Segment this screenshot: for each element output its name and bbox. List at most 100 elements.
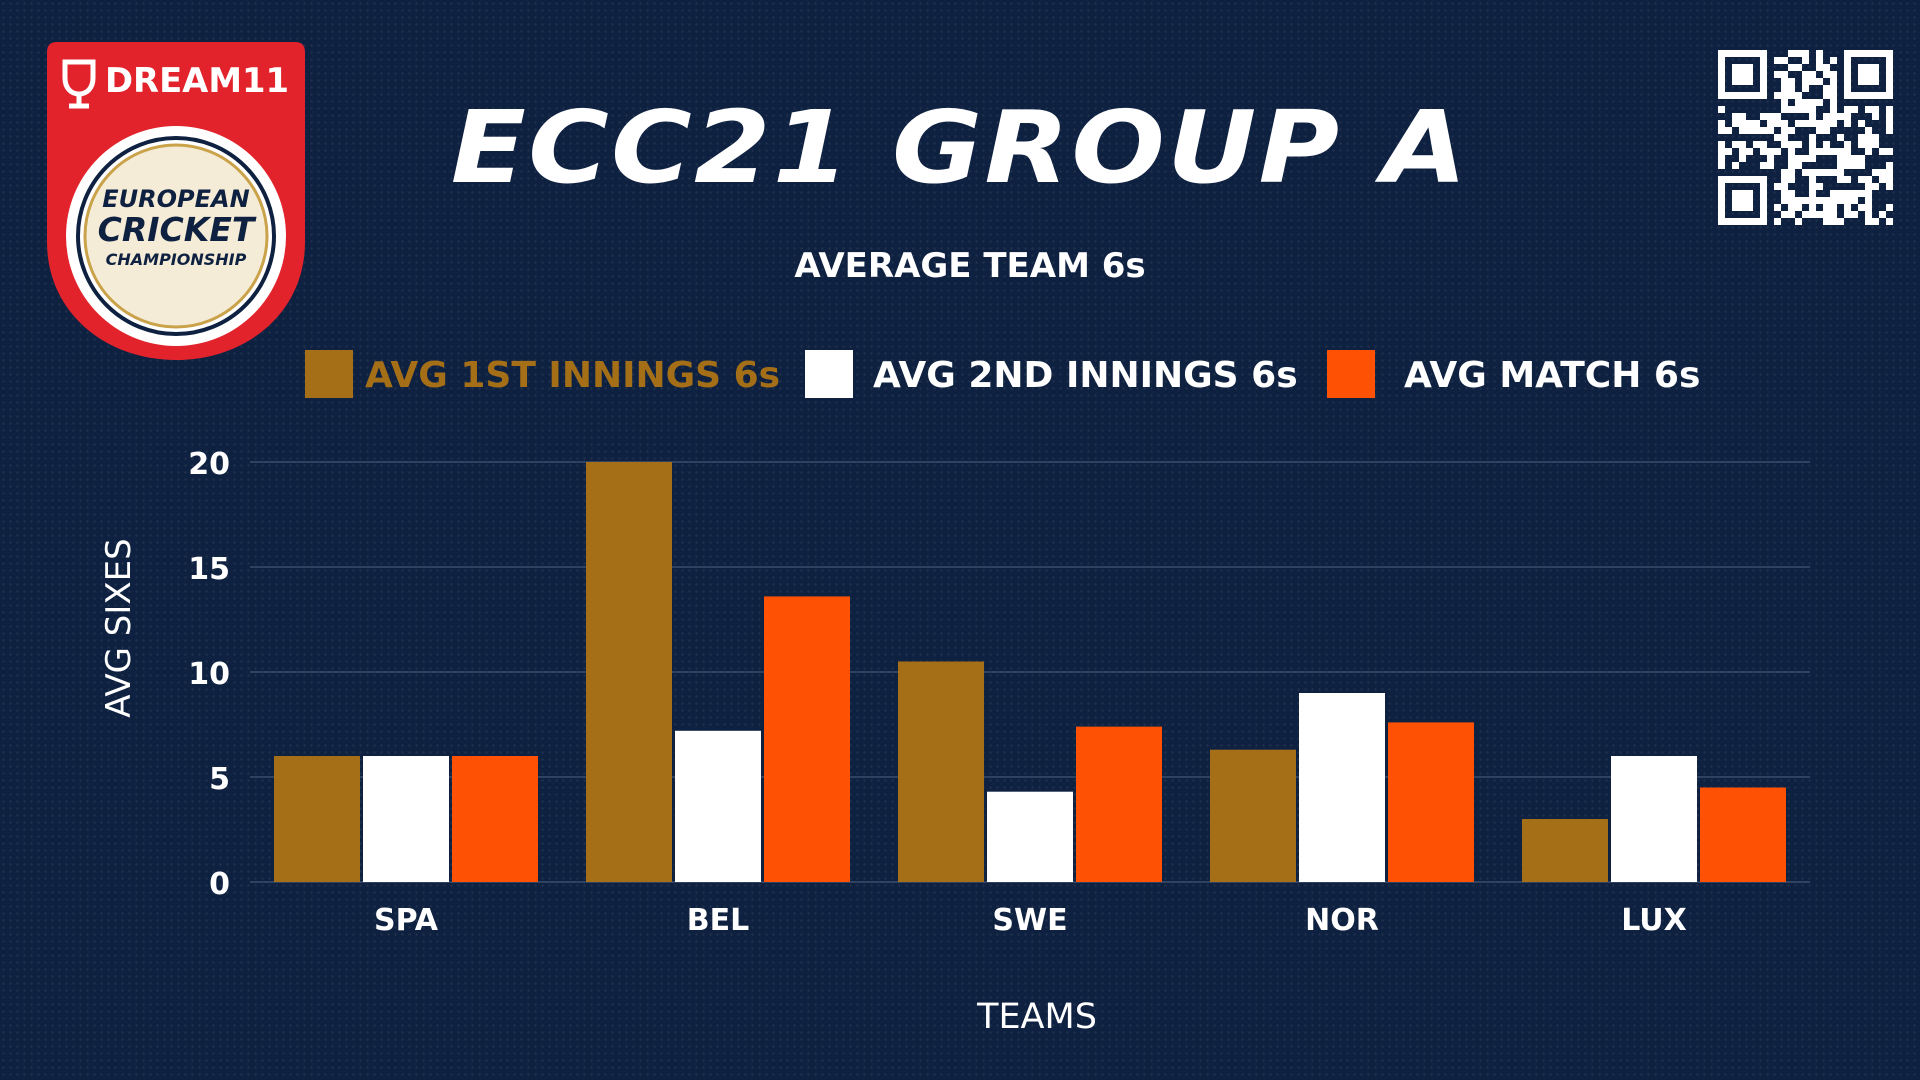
qr-module — [1788, 204, 1795, 211]
qr-module — [1732, 120, 1739, 127]
qr-module — [1823, 197, 1830, 204]
qr-module — [1788, 197, 1795, 204]
qr-module — [1816, 120, 1823, 127]
qr-module — [1781, 57, 1788, 64]
qr-module — [1802, 120, 1809, 127]
qr-module — [1886, 50, 1893, 99]
qr-module — [1788, 176, 1795, 183]
qr-module — [1830, 71, 1837, 78]
qr-module — [1788, 190, 1795, 197]
qr-module — [1718, 106, 1725, 113]
bar-swe-series-3 — [1076, 726, 1162, 882]
qr-module — [1809, 176, 1816, 183]
bar-lux-series-2 — [1611, 756, 1697, 882]
qr-module — [1753, 127, 1760, 134]
qr-module — [1858, 155, 1865, 162]
qr-module — [1767, 127, 1774, 134]
qr-module — [1781, 141, 1788, 148]
qr-module — [1746, 127, 1753, 134]
qr-module — [1802, 57, 1809, 64]
x-tick-label: SPA — [374, 903, 439, 938]
qr-module — [1753, 120, 1760, 127]
qr-module — [1879, 148, 1886, 155]
qr-module — [1886, 113, 1893, 120]
qr-module — [1816, 64, 1823, 71]
qr-module — [1865, 183, 1872, 190]
qr-module — [1823, 169, 1830, 176]
qr-module — [1865, 204, 1872, 211]
qr-module — [1788, 169, 1795, 176]
qr-module — [1858, 64, 1879, 85]
x-tick-label: LUX — [1621, 903, 1687, 938]
qr-module — [1781, 197, 1788, 204]
bar-lux-series-1 — [1522, 819, 1608, 882]
qr-module — [1816, 78, 1823, 85]
qr-module — [1851, 197, 1858, 204]
logo-ball-gold — [83, 143, 269, 329]
qr-module — [1816, 127, 1823, 134]
qr-module — [1795, 64, 1802, 71]
qr-module — [1844, 120, 1851, 127]
y-tick-label: 20 — [188, 447, 230, 482]
qr-module — [1809, 78, 1816, 85]
qr-module — [1732, 64, 1753, 85]
qr-module — [1802, 211, 1809, 218]
qr-module — [1844, 162, 1851, 169]
bar-bel-series-2 — [675, 730, 761, 882]
qr-module — [1872, 106, 1879, 113]
legend-label-2nd-innings: AVG 2ND INNINGS 6s — [873, 355, 1298, 396]
qr-module — [1865, 106, 1872, 113]
qr-module — [1795, 99, 1802, 106]
qr-module — [1802, 169, 1809, 176]
qr-module — [1718, 50, 1725, 99]
qr-module — [1809, 134, 1816, 141]
qr-module — [1760, 113, 1767, 120]
qr-module — [1844, 197, 1851, 204]
y-axis-title: AVG SIXES — [99, 538, 139, 717]
qr-module — [1816, 50, 1823, 57]
qr-module — [1760, 148, 1767, 155]
qr-module — [1809, 183, 1816, 190]
qr-module — [1844, 190, 1851, 197]
qr-module — [1802, 106, 1809, 113]
qr-module — [1844, 141, 1851, 148]
qr-module — [1802, 85, 1809, 92]
qr-module — [1830, 197, 1837, 204]
qr-module — [1844, 211, 1851, 218]
qr-module — [1718, 176, 1725, 225]
qr-module — [1809, 169, 1816, 176]
qr-module — [1788, 85, 1795, 92]
bar-spa-series-2 — [363, 756, 449, 882]
qr-module — [1879, 211, 1886, 218]
qr-module — [1837, 197, 1844, 204]
bar-swe-series-2 — [987, 791, 1073, 882]
qr-module — [1774, 71, 1781, 78]
qr-module — [1851, 106, 1858, 113]
qr-module — [1767, 148, 1774, 155]
legend-swatch-orange — [1327, 350, 1375, 398]
qr-module — [1886, 106, 1893, 113]
qr-module — [1823, 64, 1830, 71]
legend-swatch-gold — [305, 350, 353, 398]
qr-module — [1774, 218, 1781, 225]
qr-module — [1788, 155, 1795, 162]
qr-module — [1844, 148, 1851, 155]
qr-module — [1830, 92, 1837, 99]
qr-module — [1795, 218, 1802, 225]
qr-module — [1816, 57, 1823, 64]
qr-module — [1879, 169, 1886, 176]
qr-module — [1886, 148, 1893, 155]
qr-module — [1781, 99, 1788, 106]
qr-module — [1732, 141, 1739, 148]
bar-bel-series-1 — [586, 462, 672, 882]
qr-module — [1851, 211, 1858, 218]
x-tick-label: BEL — [687, 903, 749, 938]
qr-module — [1865, 211, 1872, 218]
qr-module — [1774, 134, 1781, 141]
qr-module — [1872, 113, 1879, 120]
qr-module — [1795, 162, 1802, 169]
qr-module — [1718, 50, 1767, 57]
qr-module — [1844, 106, 1851, 113]
bar-lux-series-3 — [1700, 787, 1786, 882]
x-tick-label: NOR — [1305, 903, 1379, 938]
